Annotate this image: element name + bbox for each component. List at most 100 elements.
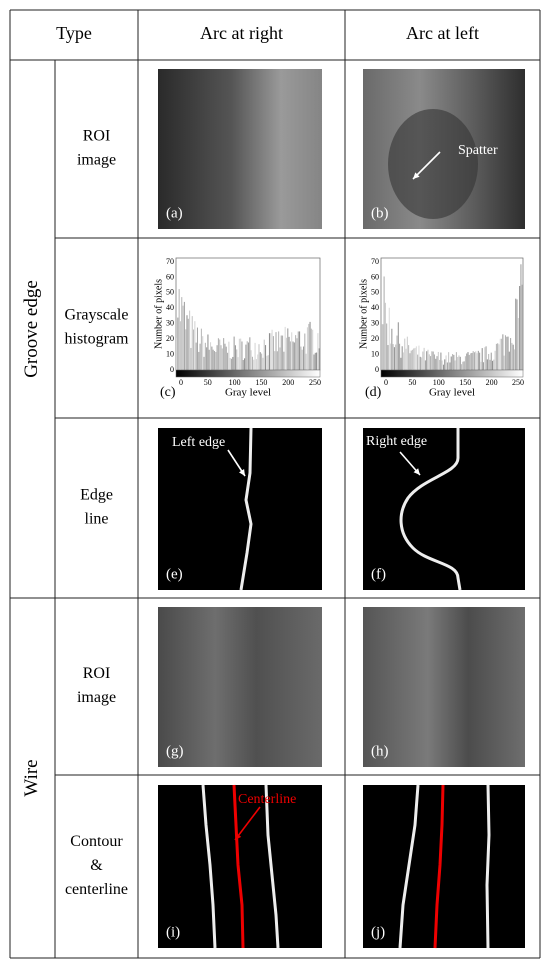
histogram-bar xyxy=(295,335,297,370)
histogram-bar xyxy=(436,356,438,370)
histogram-bar xyxy=(305,353,307,370)
histogram-bar xyxy=(258,344,260,370)
y-tick-label: 50 xyxy=(166,288,174,297)
histogram: 0 50 100 150 200 250 0 10 20 30 40 50 60 70 Gray level… xyxy=(153,257,321,400)
row-label: image xyxy=(77,152,116,169)
histogram-bar xyxy=(216,345,218,370)
annotation: Centerline xyxy=(238,792,296,807)
histogram-bar xyxy=(301,349,303,370)
arrow-shaft xyxy=(234,806,261,841)
histogram-bar xyxy=(488,353,490,370)
histogram-bar xyxy=(467,352,469,370)
histogram-bar xyxy=(440,352,442,370)
histogram-bar xyxy=(193,329,195,370)
histogram-bar xyxy=(468,354,470,370)
histogram-bar xyxy=(259,352,261,370)
group-label: Wire xyxy=(21,759,42,796)
panel-tag: (g) xyxy=(166,743,184,759)
histogram-bar xyxy=(181,297,183,370)
histogram-bar xyxy=(507,336,509,370)
panel-tag: (e) xyxy=(166,566,183,582)
histogram-bar xyxy=(497,343,499,370)
row-label: Contour xyxy=(70,833,123,850)
y-tick-label: 0 xyxy=(170,365,174,374)
panel-tag: (d) xyxy=(365,385,382,400)
histogram-bar xyxy=(285,337,288,370)
histogram-bar xyxy=(418,345,420,370)
histogram-bar xyxy=(198,351,200,370)
histogram-bar xyxy=(426,351,428,370)
panel-tag: (h) xyxy=(371,743,389,759)
contour-line xyxy=(264,784,280,949)
histogram-bar xyxy=(220,345,222,370)
histogram-bar xyxy=(237,357,239,370)
histogram-bar xyxy=(464,356,466,370)
histogram-bar xyxy=(291,332,293,370)
histogram-bar xyxy=(404,338,406,370)
gray-colorbar xyxy=(380,369,524,378)
histogram-bar xyxy=(437,351,439,370)
row-label: histogram xyxy=(65,331,130,348)
contour-line xyxy=(201,784,217,949)
histogram-bar xyxy=(255,359,257,370)
histogram-bar xyxy=(195,342,197,370)
histogram-bar xyxy=(240,338,242,370)
histogram-bar xyxy=(262,357,264,370)
histogram-bar xyxy=(386,323,388,370)
histogram-bar xyxy=(207,334,209,370)
x-axis-label: Gray level xyxy=(225,387,271,399)
histogram-bar xyxy=(263,339,265,370)
histogram-bar xyxy=(261,353,263,370)
histogram-bar xyxy=(472,351,474,370)
histogram-bar xyxy=(446,362,448,370)
histogram-bar xyxy=(484,347,486,370)
header-cell: Arc at left xyxy=(406,23,479,43)
histogram-bar xyxy=(203,356,205,370)
histogram-bar xyxy=(480,361,482,370)
histogram-bar xyxy=(289,341,291,370)
histogram-bar xyxy=(208,349,210,370)
histogram-bar xyxy=(202,336,204,370)
histogram-bar xyxy=(470,353,472,370)
annotation: Right edge xyxy=(366,434,427,449)
x-tick-label: 100 xyxy=(229,378,241,387)
histogram-bar xyxy=(309,321,311,370)
histogram-bar xyxy=(302,346,305,370)
x-axis-label: Gray level xyxy=(429,387,475,399)
row-label: image xyxy=(77,689,116,706)
histogram-bar xyxy=(183,301,185,370)
y-axis-label: Number of pixels xyxy=(358,279,369,349)
histogram-bar xyxy=(475,351,477,370)
x-tick-label: 0 xyxy=(384,378,388,387)
histogram-bar xyxy=(272,336,274,370)
histogram-bar xyxy=(200,328,202,370)
histogram-bar xyxy=(213,350,216,370)
histogram-bar xyxy=(308,323,310,370)
histogram-bar xyxy=(479,352,481,370)
histogram-bar xyxy=(493,359,495,370)
histogram: 0 50 100 150 200 250 0 10 20 30 40 50 60 70 Gray level… xyxy=(358,257,524,400)
row-label: line xyxy=(85,511,109,528)
histogram-bar xyxy=(444,359,446,370)
histogram-bar xyxy=(176,337,178,370)
histogram-bar xyxy=(486,359,488,370)
histogram-bar xyxy=(419,356,421,370)
histogram-bar xyxy=(439,359,441,370)
histogram-bar xyxy=(499,338,501,370)
histogram-bar xyxy=(267,355,269,370)
histogram-bar xyxy=(461,364,463,370)
x-tick-label: 50 xyxy=(408,378,416,387)
histogram-bar xyxy=(477,350,479,370)
histogram-bar xyxy=(405,348,407,370)
x-tick-label: 0 xyxy=(179,378,183,387)
histogram-bar xyxy=(415,346,417,370)
histogram-bar xyxy=(268,333,270,370)
histogram-bar xyxy=(190,347,192,370)
panel-tag: (b) xyxy=(371,205,389,221)
histogram-bar xyxy=(424,360,426,370)
header-cell: Arc at right xyxy=(200,23,283,43)
histogram-bar xyxy=(498,344,500,370)
contour-line xyxy=(398,784,420,949)
histogram-bar xyxy=(238,338,240,370)
panel-image: (b) Spatter xyxy=(363,69,525,229)
